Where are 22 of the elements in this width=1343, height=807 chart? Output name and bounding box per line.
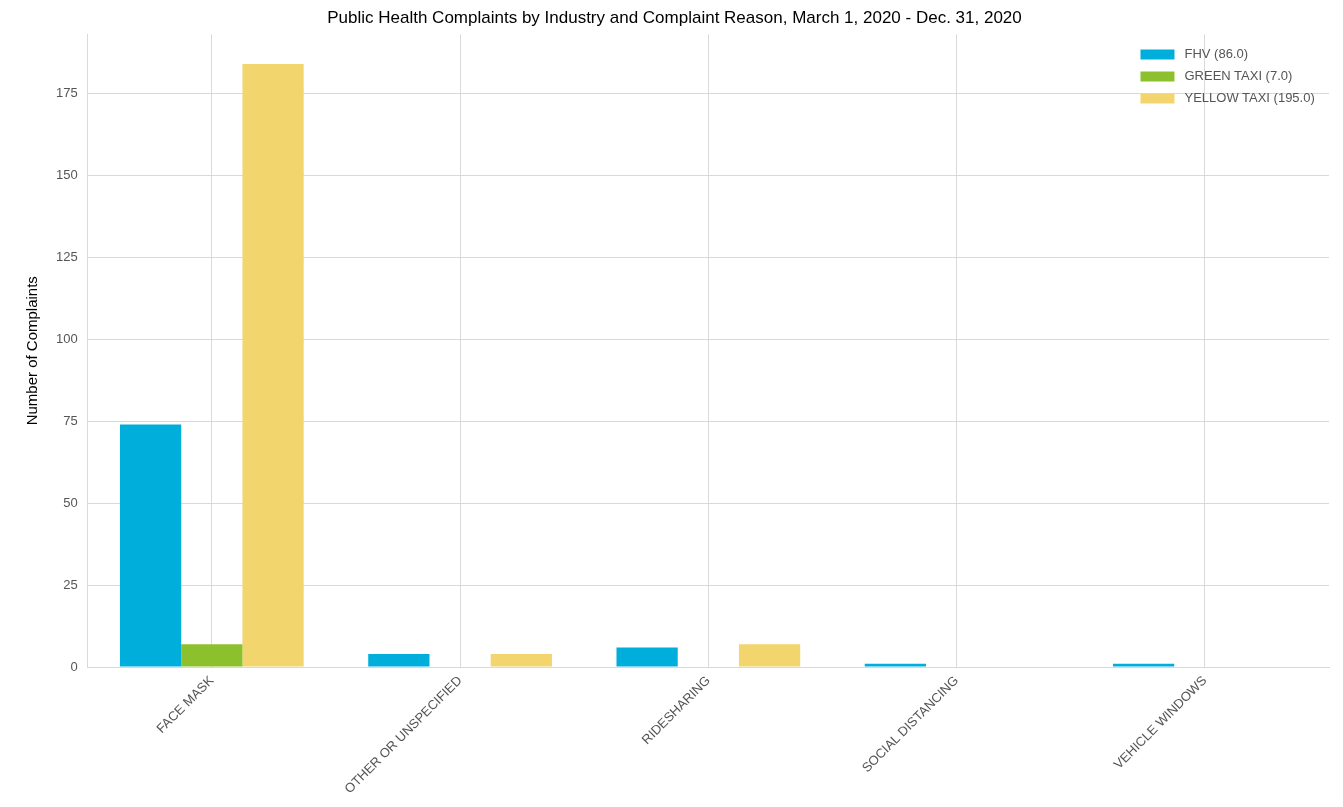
y-tick-label: 175	[55, 84, 78, 100]
y-tick-label: 125	[55, 248, 78, 264]
y-tick-label: 25	[63, 576, 78, 592]
y-tick-label: 100	[55, 330, 78, 346]
bar	[738, 644, 801, 667]
bar	[119, 424, 182, 667]
y-axis-title: Number of Complaints	[23, 276, 41, 426]
bar	[1113, 663, 1175, 667]
y-tick-label: 150	[55, 166, 78, 182]
bar	[864, 663, 926, 667]
y-tick-label: 0	[70, 658, 78, 674]
bar	[368, 653, 430, 667]
legend-label: GREEN TAXI (7.0)	[1184, 67, 1293, 83]
y-tick-label: 75	[63, 412, 78, 428]
bar	[181, 644, 243, 667]
bar	[490, 653, 552, 667]
legend-label: YELLOW TAXI (195.0)	[1184, 89, 1315, 105]
legend-label: FHV (86.0)	[1184, 45, 1249, 61]
bar	[242, 63, 304, 667]
chart-title: Public Health Complaints by Industry and Complaint Reason, March 1, 2020 - Dec. 31, 2020	[327, 7, 1022, 27]
bar	[616, 647, 678, 667]
y-tick-label: 50	[63, 494, 78, 510]
